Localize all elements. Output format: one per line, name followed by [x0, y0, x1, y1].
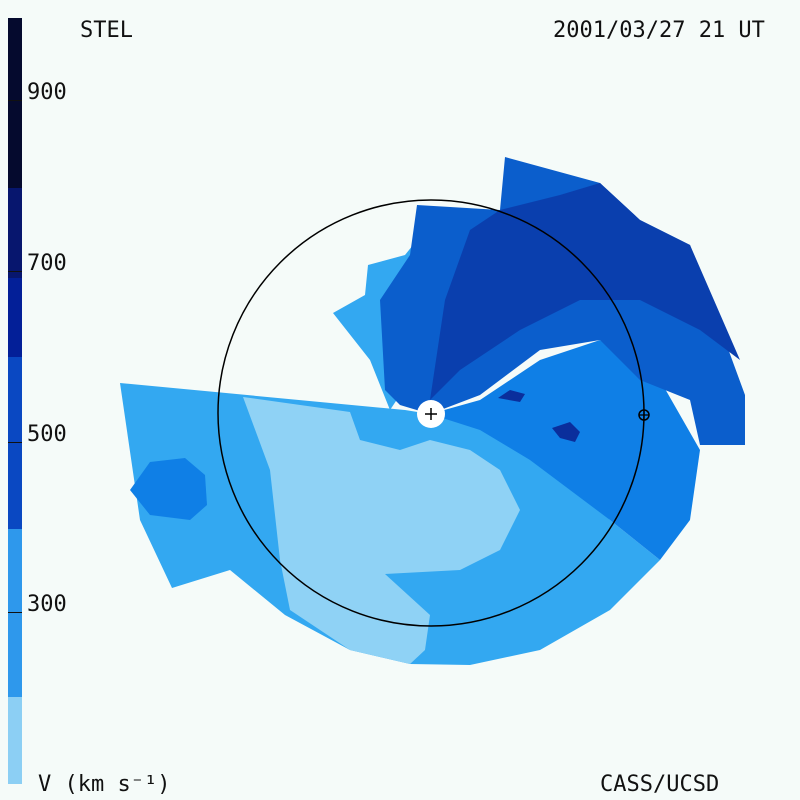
region-dark	[430, 183, 740, 400]
units-label: V (km s⁻¹)	[38, 772, 171, 797]
region-dark-spot-1	[498, 390, 525, 402]
colorbar-band-2	[8, 188, 22, 278]
colorbar-tickmark-300	[8, 612, 22, 613]
colorbar-tickmark-700	[8, 271, 22, 272]
colorbar-tick-300: 300	[27, 592, 67, 617]
credit-label: CASS/UCSD	[600, 772, 720, 797]
sun-plus-icon	[425, 408, 437, 420]
colorbar-tickmark-500	[8, 442, 22, 443]
source-label: STEL	[80, 18, 133, 43]
colorbar-tickmark-900	[8, 100, 22, 101]
colorbar-band-4	[8, 357, 22, 529]
region-lightest	[243, 397, 520, 664]
region-medium-left-blob	[130, 458, 207, 520]
colorbar-tick-900: 900	[27, 80, 67, 105]
velocity-colorbar	[8, 18, 22, 784]
colorbar-band-1	[8, 18, 22, 188]
colorbar-tick-500: 500	[27, 422, 67, 447]
colorbar-band-3	[8, 278, 22, 357]
region-medium-right	[430, 340, 700, 560]
earth-cross-icon	[639, 410, 649, 420]
colorbar-tick-700: 700	[27, 251, 67, 276]
timestamp-label: 2001/03/27 21 UT	[553, 18, 765, 43]
colorbar-band-6	[8, 697, 22, 784]
colorbar-band-5	[8, 529, 22, 697]
region-dark-spot-2	[552, 422, 580, 442]
